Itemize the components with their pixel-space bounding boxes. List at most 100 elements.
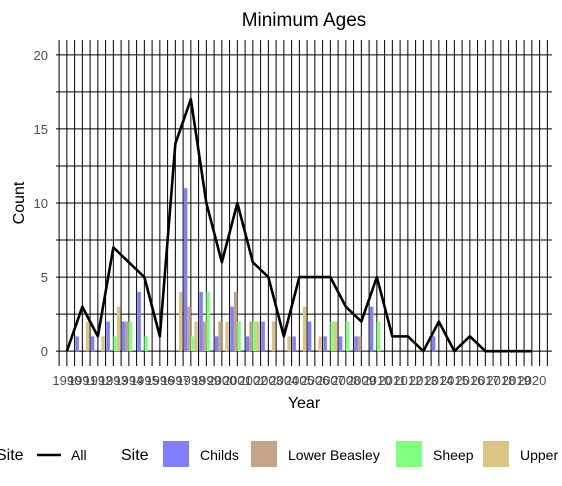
bar bbox=[144, 336, 148, 352]
legend-key-bar bbox=[483, 441, 509, 467]
legend-label: All bbox=[71, 447, 87, 463]
x-tick-label: 2000 bbox=[207, 373, 236, 388]
legend-key-bar bbox=[251, 441, 277, 467]
bar bbox=[252, 321, 257, 352]
x-tick-label: 2018 bbox=[486, 373, 515, 388]
bar bbox=[121, 321, 126, 352]
x-tick-label: 1990 bbox=[52, 373, 81, 388]
y-tick-label: 0 bbox=[41, 344, 48, 359]
bar bbox=[178, 291, 183, 352]
y-tick-label: 5 bbox=[41, 270, 48, 285]
x-tick-label: 1996 bbox=[145, 373, 174, 388]
legend-title-line: Site bbox=[0, 447, 24, 464]
x-tick-label: 1992 bbox=[83, 373, 112, 388]
x-axis: 1990199119921993199419951996199719981999… bbox=[52, 373, 546, 388]
bar bbox=[230, 306, 234, 352]
x-tick-label: 2003 bbox=[254, 373, 283, 388]
x-tick-label: 2019 bbox=[502, 373, 531, 388]
x-tick-label: 1998 bbox=[176, 373, 205, 388]
bar bbox=[233, 291, 238, 352]
bar bbox=[214, 336, 219, 352]
x-tick-label: 2016 bbox=[455, 373, 484, 388]
legend-label: Childs bbox=[200, 447, 239, 463]
bar bbox=[249, 321, 253, 352]
bar bbox=[245, 336, 250, 352]
line-marks bbox=[65, 97, 532, 353]
y-tick-label: 15 bbox=[34, 122, 48, 137]
bar bbox=[225, 321, 229, 352]
bar bbox=[318, 336, 322, 352]
legend-label: Upper bbox=[520, 447, 558, 463]
bar bbox=[292, 336, 296, 352]
x-axis-title: Year bbox=[288, 395, 321, 412]
bar bbox=[376, 321, 381, 352]
bar bbox=[261, 321, 265, 352]
bar bbox=[125, 321, 129, 352]
series-line-all bbox=[65, 97, 532, 353]
x-tick-label: 2010 bbox=[362, 373, 391, 388]
bar bbox=[302, 306, 307, 352]
bar bbox=[333, 321, 338, 352]
x-tick-label: 2017 bbox=[471, 373, 500, 388]
bar bbox=[194, 321, 198, 352]
y-axis-title: Count bbox=[11, 181, 28, 224]
legend-title-bars: Site bbox=[121, 447, 149, 464]
bar bbox=[202, 321, 207, 352]
bar-marks bbox=[75, 188, 436, 352]
bar bbox=[137, 291, 141, 352]
bar bbox=[431, 336, 436, 352]
bar bbox=[218, 321, 222, 352]
x-tick-label: 2001 bbox=[223, 373, 252, 388]
bar bbox=[323, 336, 327, 352]
bar bbox=[113, 336, 117, 352]
bar bbox=[90, 336, 95, 352]
x-tick-label: 2012 bbox=[393, 373, 422, 388]
bar bbox=[101, 336, 105, 352]
x-tick-label: 2014 bbox=[424, 373, 453, 388]
x-tick-label: 2008 bbox=[331, 373, 360, 388]
bar bbox=[183, 188, 188, 352]
legend-label: Lower Beasley bbox=[288, 447, 380, 463]
x-tick-label: 1995 bbox=[130, 373, 159, 388]
legend-key-bar bbox=[163, 441, 189, 467]
bar bbox=[187, 306, 191, 352]
bar bbox=[128, 321, 133, 352]
x-tick-label: 2011 bbox=[378, 373, 406, 388]
bar bbox=[206, 291, 210, 352]
bar bbox=[330, 321, 334, 352]
bar bbox=[85, 321, 90, 352]
x-tick-label: 2005 bbox=[285, 373, 314, 388]
bar bbox=[256, 321, 260, 352]
x-tick-label: 1991 bbox=[68, 373, 97, 388]
bar bbox=[75, 336, 79, 352]
x-tick-label: 2006 bbox=[300, 373, 329, 388]
bar bbox=[307, 321, 312, 352]
bar bbox=[287, 336, 291, 352]
bar bbox=[199, 291, 203, 352]
x-tick-label: 1994 bbox=[114, 373, 143, 388]
bar bbox=[338, 336, 343, 352]
bar bbox=[190, 336, 195, 352]
x-tick-label: 2020 bbox=[517, 373, 546, 388]
x-tick-label: 2013 bbox=[409, 373, 438, 388]
y-tick-label: 20 bbox=[34, 48, 48, 63]
legend-label: Sheep bbox=[433, 447, 474, 463]
bar bbox=[271, 321, 276, 352]
y-axis: 0 5 10 15 20 bbox=[34, 48, 48, 359]
x-tick-label: 1993 bbox=[99, 373, 128, 388]
x-tick-label: 1999 bbox=[192, 373, 221, 388]
bar bbox=[345, 321, 350, 352]
bar bbox=[354, 336, 358, 352]
y-tick-label: 10 bbox=[34, 196, 48, 211]
legend: Site All Site Childs Lower Beasley Sheep Upper bbox=[0, 441, 558, 467]
x-tick-label: 2004 bbox=[269, 373, 298, 388]
bar bbox=[237, 321, 241, 352]
legend-key-bar bbox=[396, 441, 422, 467]
bar bbox=[357, 336, 362, 352]
x-tick-label: 1997 bbox=[161, 373, 190, 388]
x-tick-label: 2015 bbox=[440, 373, 469, 388]
bar bbox=[116, 306, 121, 352]
bar bbox=[106, 321, 110, 352]
chart-title: Minimum Ages bbox=[242, 10, 367, 31]
